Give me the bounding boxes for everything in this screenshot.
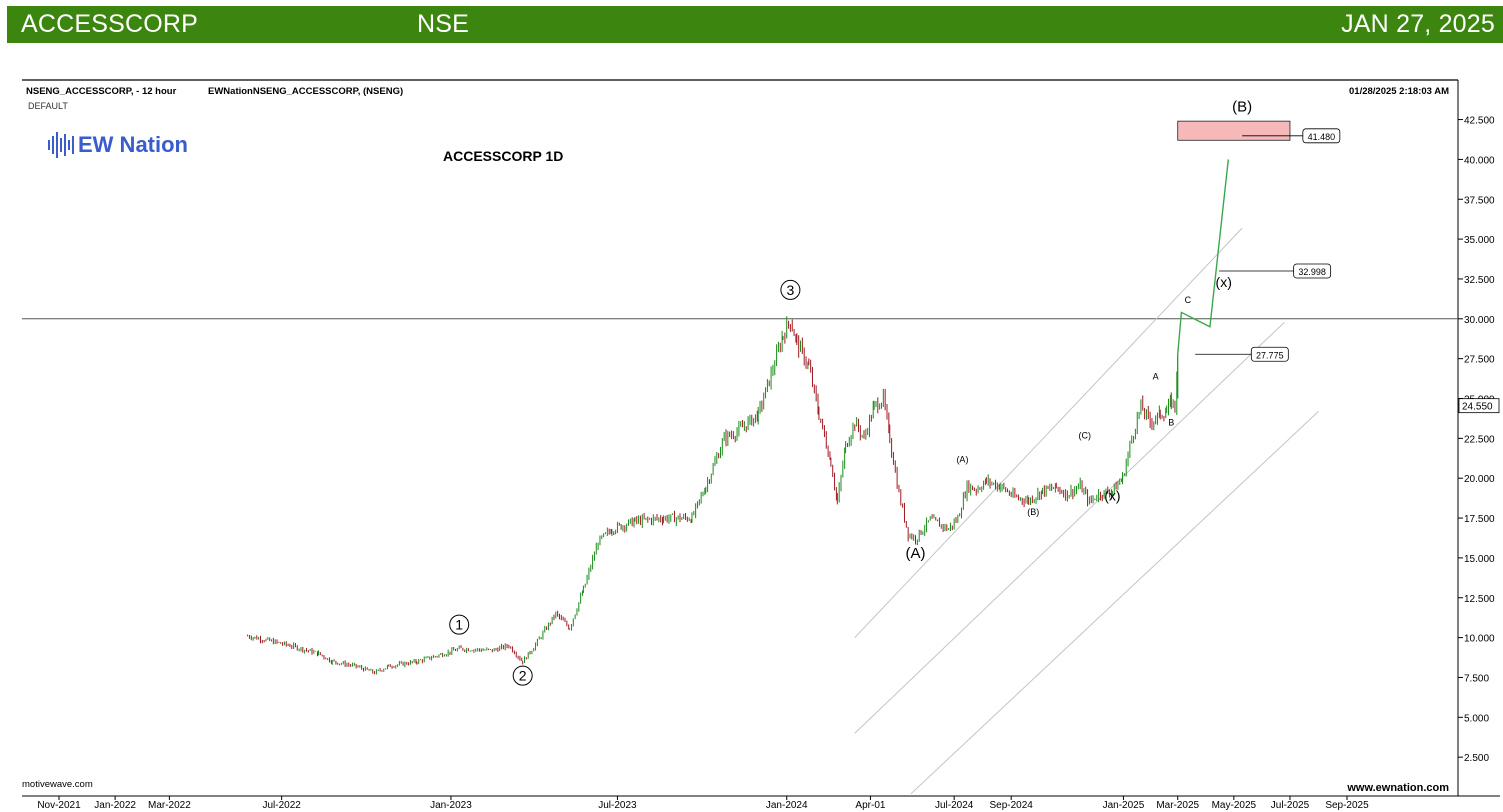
y-tick-label: 32.500 [1464,275,1495,286]
x-tick-label: Jul-2025 [1271,800,1310,811]
banner-date: JAN 27, 2025 [1341,10,1495,38]
x-tick-label: Sep-2025 [1325,800,1369,811]
y-tick-label: 42.500 [1464,116,1495,127]
price-callout-label: 32.998 [1298,267,1326,277]
trend-channel [854,227,1319,795]
wave-label: (A) [956,454,968,464]
y-tick-label: 15.000 [1464,554,1495,565]
x-tick-label: Mar-2022 [148,800,191,811]
wave-label: C [1185,295,1192,305]
default-label: DEFAULT [28,101,68,111]
target-zone [1177,120,1291,141]
x-tick-label: Apr-01 [855,800,885,811]
y-tick-label: 30.000 [1464,315,1495,326]
y-tick-label: 10.000 [1464,634,1495,645]
header-banner: ACCESSCORP NSE JAN 27, 2025 [7,6,1503,43]
wave-label: 2 [519,668,527,684]
reference-layer [22,120,1458,320]
projection-path [1177,159,1230,355]
wave-circle [512,665,533,686]
channel-line [910,411,1319,795]
x-tick-label: Nov-2021 [37,800,81,811]
price-callout-label: 27.775 [1256,350,1284,360]
footer-left: motivewave.com [22,779,93,790]
x-tick-label: Sep-2024 [990,800,1034,811]
wave-label: (A) [906,545,926,562]
wave-circle [780,279,801,300]
price-callout-box [1302,128,1341,144]
wave-label: (x) [1104,488,1120,504]
wave-label: 1 [455,617,463,633]
wave-label: (B) [1027,507,1039,517]
y-tick-label: 40.000 [1464,155,1495,166]
y-tick-label: 37.500 [1464,195,1495,206]
wave-labels: 1 2 3 (A) (A) (B) (C) (x) A B C (x) (B) [449,99,1252,686]
wave-label: (x) [1216,274,1232,290]
y-tick-label: 7.500 [1464,673,1489,684]
banner-symbol: ACCESSCORP [21,10,199,38]
x-tick-label: Jul-2022 [262,800,301,811]
projection-layer: 41.480 32.998 27.775 [1177,128,1341,362]
soundwave-bars-icon [48,132,74,158]
footer-right: www.ewnation.com [1346,782,1449,794]
channel-line [854,321,1285,734]
price-callout-box [1250,346,1289,362]
x-tick-label: Jan-2022 [94,800,136,811]
y-tick-label: 17.500 [1464,514,1495,525]
y-tick-label: 20.000 [1464,474,1495,485]
price-bars [247,316,1179,675]
y-tick-label: 27.500 [1464,355,1495,366]
y-tick-label: 22.500 [1464,434,1495,445]
x-tick-label: Jan-2025 [1103,800,1145,811]
y-tick-label: 5.000 [1464,713,1489,724]
wave-label: 3 [787,282,795,298]
x-tick-label: Mar-2025 [1156,800,1199,811]
x-tick-label: Jul-2023 [598,800,637,811]
x-tick-label: May-2025 [1212,800,1257,811]
chart-title: ACCESSCORP 1D [443,148,563,164]
x-tick-label: Jul-2024 [935,800,974,811]
last-price-label: 24.550 [1462,402,1493,413]
wave-label: B [1168,418,1174,428]
wave-label: (B) [1232,99,1252,116]
instrument-label: NSENG_ACCESSCORP, - 12 hour [26,86,177,97]
y-tick-label: 2.500 [1464,753,1489,764]
y-tick-label: 12.500 [1464,594,1495,605]
wave-label: (C) [1079,430,1092,440]
timestamp-label: 01/28/2025 2:18:03 AM [1349,86,1449,97]
wave-label: A [1153,371,1159,381]
logo-text: EW Nation [78,132,188,157]
axes: 2.500 5.000 7.500 10.000 12.500 15.000 17.500 2… [37,116,1500,811]
channel-line [854,227,1243,638]
wave-circle [449,614,470,635]
last-price-box [1458,398,1500,414]
study-label: EWNationNSENG_ACCESSCORP, (NSENG) [208,86,403,97]
x-tick-label: Jan-2024 [766,800,808,811]
price-callout-label: 41.480 [1308,132,1336,142]
banner-exchange: NSE [417,10,470,38]
y-tick-label: 35.000 [1464,235,1495,246]
x-tick-label: Jan-2023 [430,800,472,811]
price-callout-box [1293,263,1332,279]
